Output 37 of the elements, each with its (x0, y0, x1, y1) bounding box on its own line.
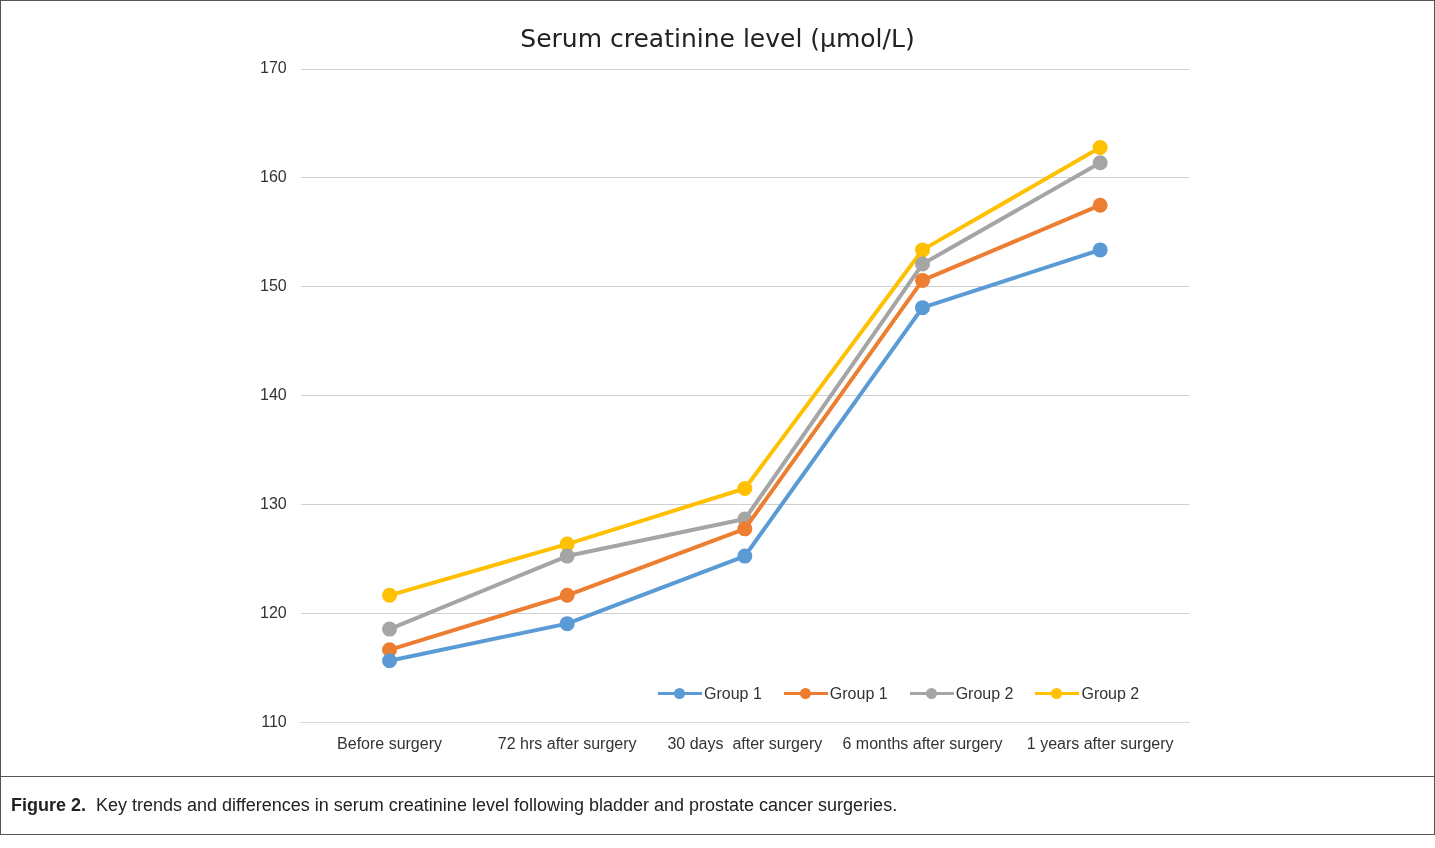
chart-title: Serum creatinine level (µmol/L) (520, 23, 915, 53)
point (737, 548, 753, 564)
point (915, 300, 931, 316)
point (737, 481, 753, 497)
x-tick-label: 30 days after surgery (667, 734, 823, 752)
legend-label: Group 2 (955, 684, 1014, 703)
point (737, 521, 753, 537)
point (915, 272, 931, 288)
legend-label: Group 1 (704, 684, 762, 703)
legend-label: Group 1 (829, 684, 888, 703)
x-tick-label: 72 hrs after surgery (497, 734, 637, 752)
point (559, 536, 575, 552)
point (1092, 197, 1108, 213)
point (382, 621, 398, 637)
x-tick-label: 6 months after surgery (842, 734, 1003, 752)
legend-label: Group 2 (1081, 684, 1140, 703)
point (559, 587, 575, 603)
point (382, 587, 398, 603)
y-tick-label: 120 (259, 604, 287, 622)
point (1092, 242, 1108, 258)
caption: Figure 2. Key trends and differences in serum creatinine level following bladder and prostate cancer surgeries. (11, 795, 899, 816)
point (559, 548, 575, 564)
point (915, 256, 931, 272)
y-tick-label: 110 (261, 713, 287, 731)
x-tick-label: 1 years after surgery (1026, 734, 1174, 752)
y-tick-label: 140 (259, 386, 287, 404)
point (559, 616, 575, 632)
point (382, 642, 398, 658)
y-tick-label: 130 (259, 495, 287, 513)
y-tick-label: 170 (259, 59, 287, 77)
x-tick-label: Before surgery (337, 734, 442, 752)
point (915, 242, 931, 258)
y-tick-label: 160 (259, 168, 287, 186)
y-tick-label: 150 (259, 277, 287, 295)
point (1092, 139, 1108, 155)
point (382, 653, 398, 669)
point (1092, 155, 1108, 171)
